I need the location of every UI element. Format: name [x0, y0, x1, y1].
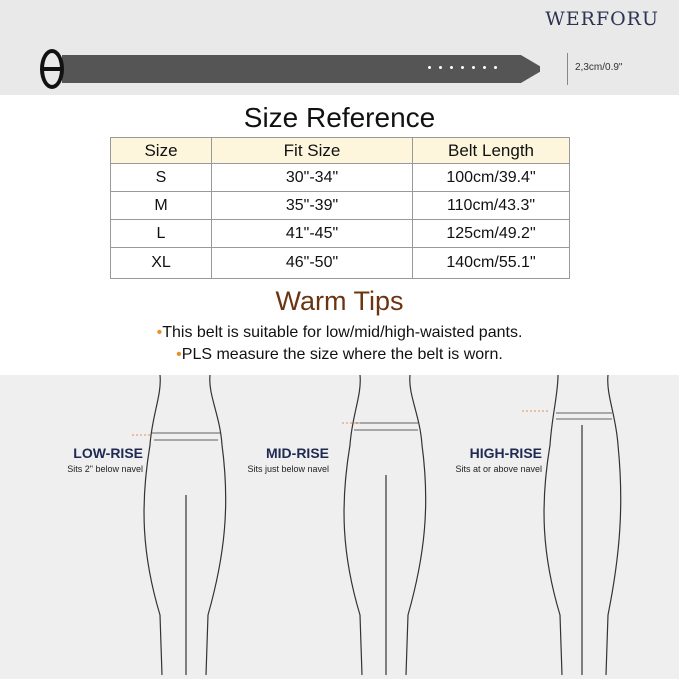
cell: 125cm/49.2": [412, 219, 570, 248]
table-row: XL 46"-50" 140cm/55.1": [110, 247, 570, 279]
bullet-icon: •: [176, 346, 182, 363]
width-dimension-line: [567, 53, 568, 85]
tip-1: •This belt is suitable for low/mid/high-…: [0, 324, 679, 342]
rise-desc: Sits at or above navel: [455, 464, 542, 474]
cell: 100cm/39.4": [412, 163, 570, 192]
cell: 110cm/43.3": [412, 191, 570, 220]
table-row: M 35"-39" 110cm/43.3": [110, 191, 570, 220]
high-rise-figure: [522, 375, 622, 676]
rise-desc: Sits 2" below navel: [67, 464, 143, 474]
rise-title: MID-RISE: [266, 445, 329, 461]
cell: 35"-39": [211, 191, 413, 220]
tip-text: PLS measure the size where the belt is w…: [181, 346, 503, 363]
cell: M: [110, 191, 212, 220]
rise-desc: Sits just below navel: [247, 464, 329, 474]
size-table: Size Fit Size Belt Length S 30"-34" 100cm/…: [110, 137, 570, 279]
table-header: Size Fit Size Belt Length: [110, 137, 570, 164]
tip-text: This belt is suitable for low/mid/high-w…: [162, 324, 523, 341]
tip-2: •PLS measure the size where the belt is …: [0, 346, 679, 364]
mid-rise-figure: [342, 375, 427, 676]
belt-width-label: 2,3cm/0.9": [575, 62, 623, 73]
cell: 30"-34": [211, 163, 413, 192]
warm-tips-title: Warm Tips: [275, 286, 404, 316]
table-row: S 30"-34" 100cm/39.4": [110, 163, 570, 192]
cell: XL: [110, 247, 212, 279]
header-fit-size: Fit Size: [211, 137, 413, 164]
bullet-icon: •: [156, 324, 163, 341]
cell: S: [110, 163, 212, 192]
belt-illustration: [62, 55, 540, 83]
rise-title: LOW-RISE: [73, 445, 143, 461]
rise-title: HIGH-RISE: [469, 445, 542, 461]
belt-banner: WERFORU 2,3cm/0.9": [0, 0, 679, 95]
header-size: Size: [110, 137, 212, 164]
rise-illustration-panel: [0, 375, 679, 679]
cell: 46"-50": [211, 247, 413, 279]
high-rise-label: HIGH-RISE Sits at or above navel: [455, 445, 542, 474]
table-row: L 41"-45" 125cm/49.2": [110, 219, 570, 248]
cell: L: [110, 219, 212, 248]
header-belt-length: Belt Length: [412, 137, 570, 164]
belt-holes: [428, 66, 497, 69]
low-rise-figure: [132, 375, 227, 676]
cell: 41"-45": [211, 219, 413, 248]
brand-logo: WERFORU: [545, 8, 659, 30]
cell: 140cm/55.1": [412, 247, 570, 279]
page-title: Size Reference: [243, 102, 436, 133]
buckle-icon: [40, 49, 64, 89]
low-rise-label: LOW-RISE Sits 2" below navel: [67, 445, 143, 474]
mid-rise-label: MID-RISE Sits just below navel: [247, 445, 329, 474]
